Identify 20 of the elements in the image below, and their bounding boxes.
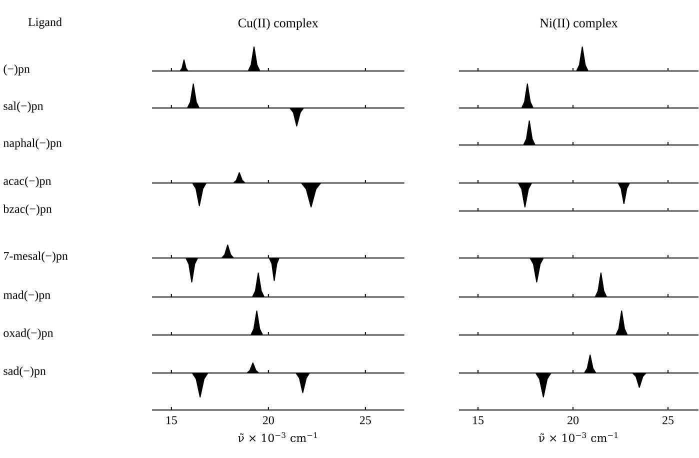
text: sad(−)pn [4,366,46,378]
x-tick-label: 15 [473,416,484,424]
x-tick-label: 25 [662,416,674,424]
x-tick-label: 20 [262,416,274,424]
text: naphal(−)pn [3,138,62,150]
chart-title: Cu(II) complex [238,18,318,30]
text: oxad(−)pn [4,328,54,340]
text: 7-mesal(−)pn [4,252,68,262]
x-tick-label: 25 [360,416,371,424]
chart-title: Ni(II) complex [540,18,618,30]
text: Ligand [28,18,62,29]
x-axis-title: ν̃ × 10$^{−3}$ cm$^{−1}$ [238,432,317,442]
x-tick-label: 20 [568,416,579,424]
x-tick-label: 15 [166,416,177,424]
text: (−)pn [4,64,30,76]
text: sal(−)pn [4,102,44,112]
text: bzac(−)pn [3,204,52,216]
x-axis-title: ν̃ × 10$^{−3}$ cm$^{−1}$ [538,432,618,442]
text: mad(−)pn [3,290,50,302]
text: acac(−)pn [4,176,52,188]
